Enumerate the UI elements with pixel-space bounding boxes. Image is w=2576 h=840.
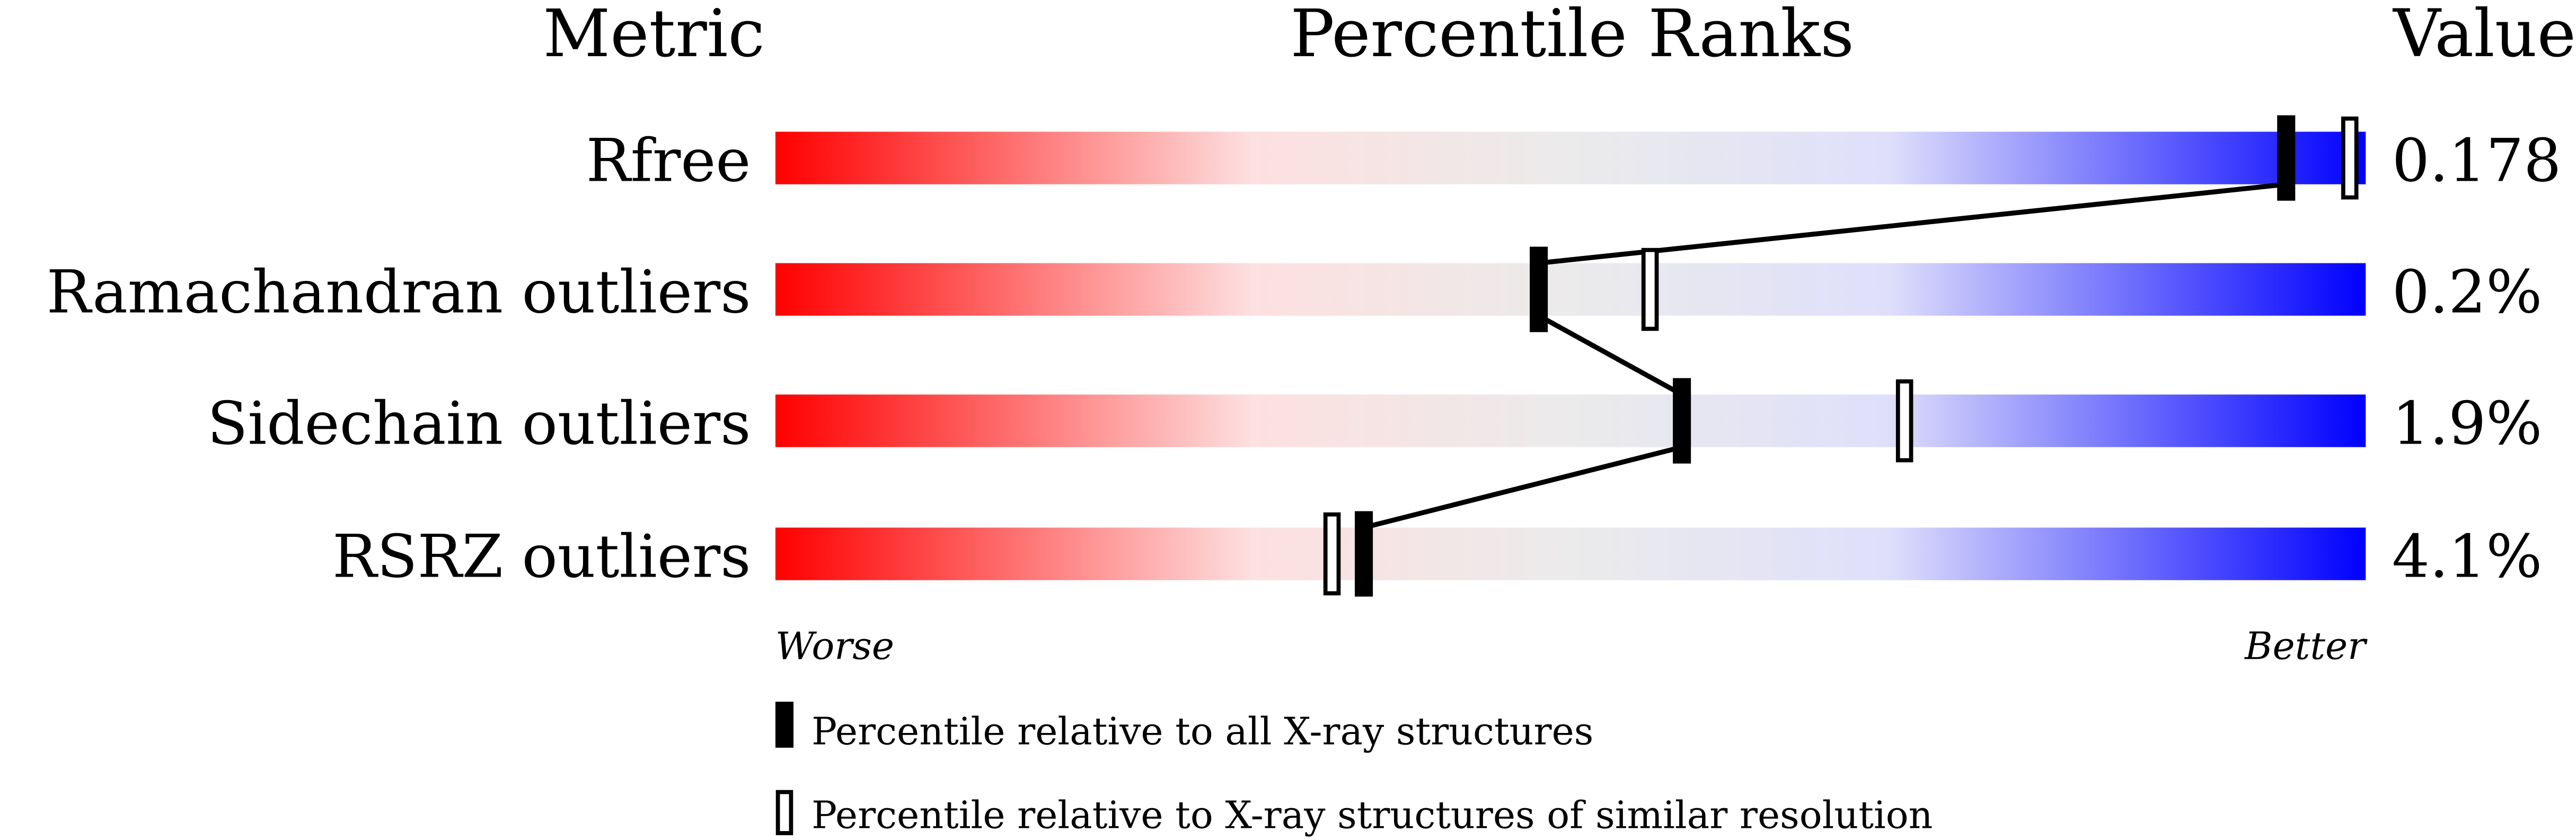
marker-all-structures xyxy=(2277,115,2296,201)
axis-label-worse: Worse xyxy=(775,624,894,668)
header-percentile-ranks: Percentile Ranks xyxy=(1290,0,1854,72)
metric-value: 4.1% xyxy=(2392,523,2542,591)
header-value: Value xyxy=(2392,0,2576,72)
connector-line xyxy=(1363,445,1683,530)
marker-similar-resolution xyxy=(1323,512,1341,596)
metric-value: 0.178 xyxy=(2392,127,2561,196)
legend-all-swatch xyxy=(775,702,794,748)
percentile-bar xyxy=(775,394,2366,447)
legend-similar-label: Percentile relative to X-ray structures … xyxy=(811,793,1933,837)
percentile-bar xyxy=(775,527,2366,580)
marker-similar-resolution xyxy=(2341,116,2359,200)
marker-all-structures xyxy=(1530,246,1548,332)
marker-all-structures xyxy=(1355,511,1373,597)
legend-similar-swatch xyxy=(775,790,793,835)
percentile-bar xyxy=(775,263,2366,316)
legend-all-label: Percentile relative to all X-ray structu… xyxy=(811,710,1593,754)
metric-value: 1.9% xyxy=(2392,389,2542,458)
marker-all-structures xyxy=(1673,378,1691,464)
metric-value: 0.2% xyxy=(2392,258,2542,326)
marker-similar-resolution xyxy=(1895,379,1913,463)
metric-label: Rfree xyxy=(586,127,751,196)
header-metric: Metric xyxy=(543,0,764,72)
metric-label: Ramachandran outliers xyxy=(47,258,751,326)
marker-similar-resolution xyxy=(1641,247,1659,331)
connector-line xyxy=(1538,182,2287,266)
metric-label: Sidechain outliers xyxy=(207,389,751,458)
axis-label-better: Better xyxy=(2244,624,2368,668)
percentile-bar xyxy=(775,131,2366,184)
metric-label: RSRZ outliers xyxy=(332,523,751,591)
connector-line xyxy=(1537,313,1683,397)
